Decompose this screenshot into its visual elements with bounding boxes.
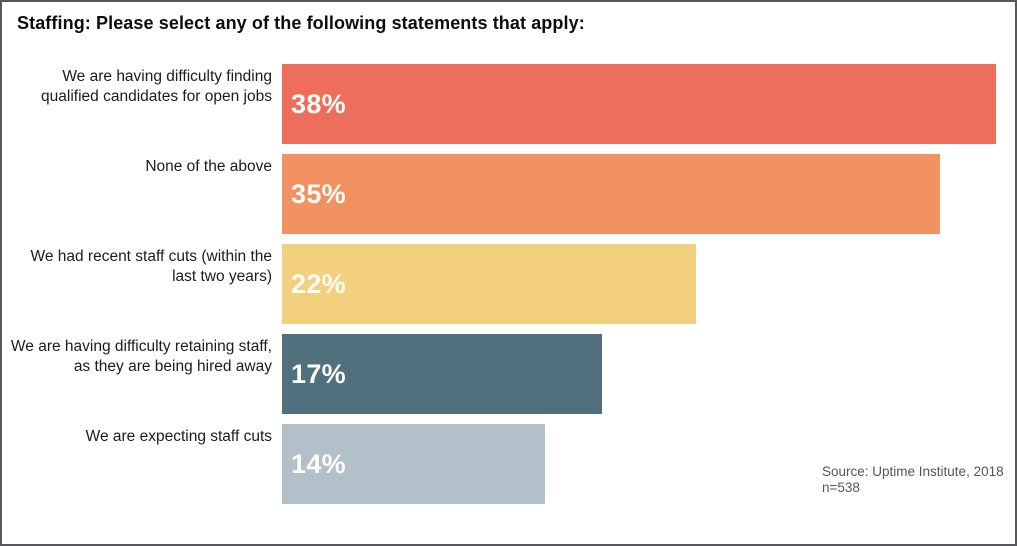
bar-row: We had recent staff cuts (within the las…: [2, 244, 1015, 324]
bar-value-label: 14%: [291, 448, 346, 479]
category-label: We are expecting staff cuts: [85, 428, 272, 445]
category-label: We are having difficulty retaining staff…: [10, 338, 272, 375]
bar-row: None of the above 35%: [2, 154, 1015, 234]
bar-row: We are having difficulty finding qualifi…: [2, 64, 1015, 144]
chart-title: Staffing: Please select any of the follo…: [17, 13, 585, 33]
category-label: We are having difficulty finding qualifi…: [41, 68, 272, 105]
sample-size: n=538: [822, 479, 860, 495]
bar-row: We are having difficulty retaining staff…: [2, 334, 1015, 414]
bar-value-label: 17%: [291, 358, 346, 389]
bar-value-label: 35%: [291, 178, 346, 209]
source-line: Source: Uptime Institute, 2018: [822, 464, 1004, 479]
bar: 14%: [282, 424, 545, 504]
bar: 35%: [282, 154, 940, 234]
bar-chart: We are having difficulty finding qualifi…: [2, 64, 1015, 514]
bar: 17%: [282, 334, 602, 414]
bar-value-label: 22%: [291, 268, 346, 299]
category-label: None of the above: [145, 158, 272, 175]
bar-row: We are expecting staff cuts 14%: [2, 424, 1015, 504]
bar-value-label: 38%: [291, 88, 346, 119]
category-label: We had recent staff cuts (within the las…: [30, 248, 272, 285]
bar: 38%: [282, 64, 996, 144]
bar: 22%: [282, 244, 696, 324]
source-note: Source: Uptime Institute, 2018 n=538: [822, 464, 1004, 495]
